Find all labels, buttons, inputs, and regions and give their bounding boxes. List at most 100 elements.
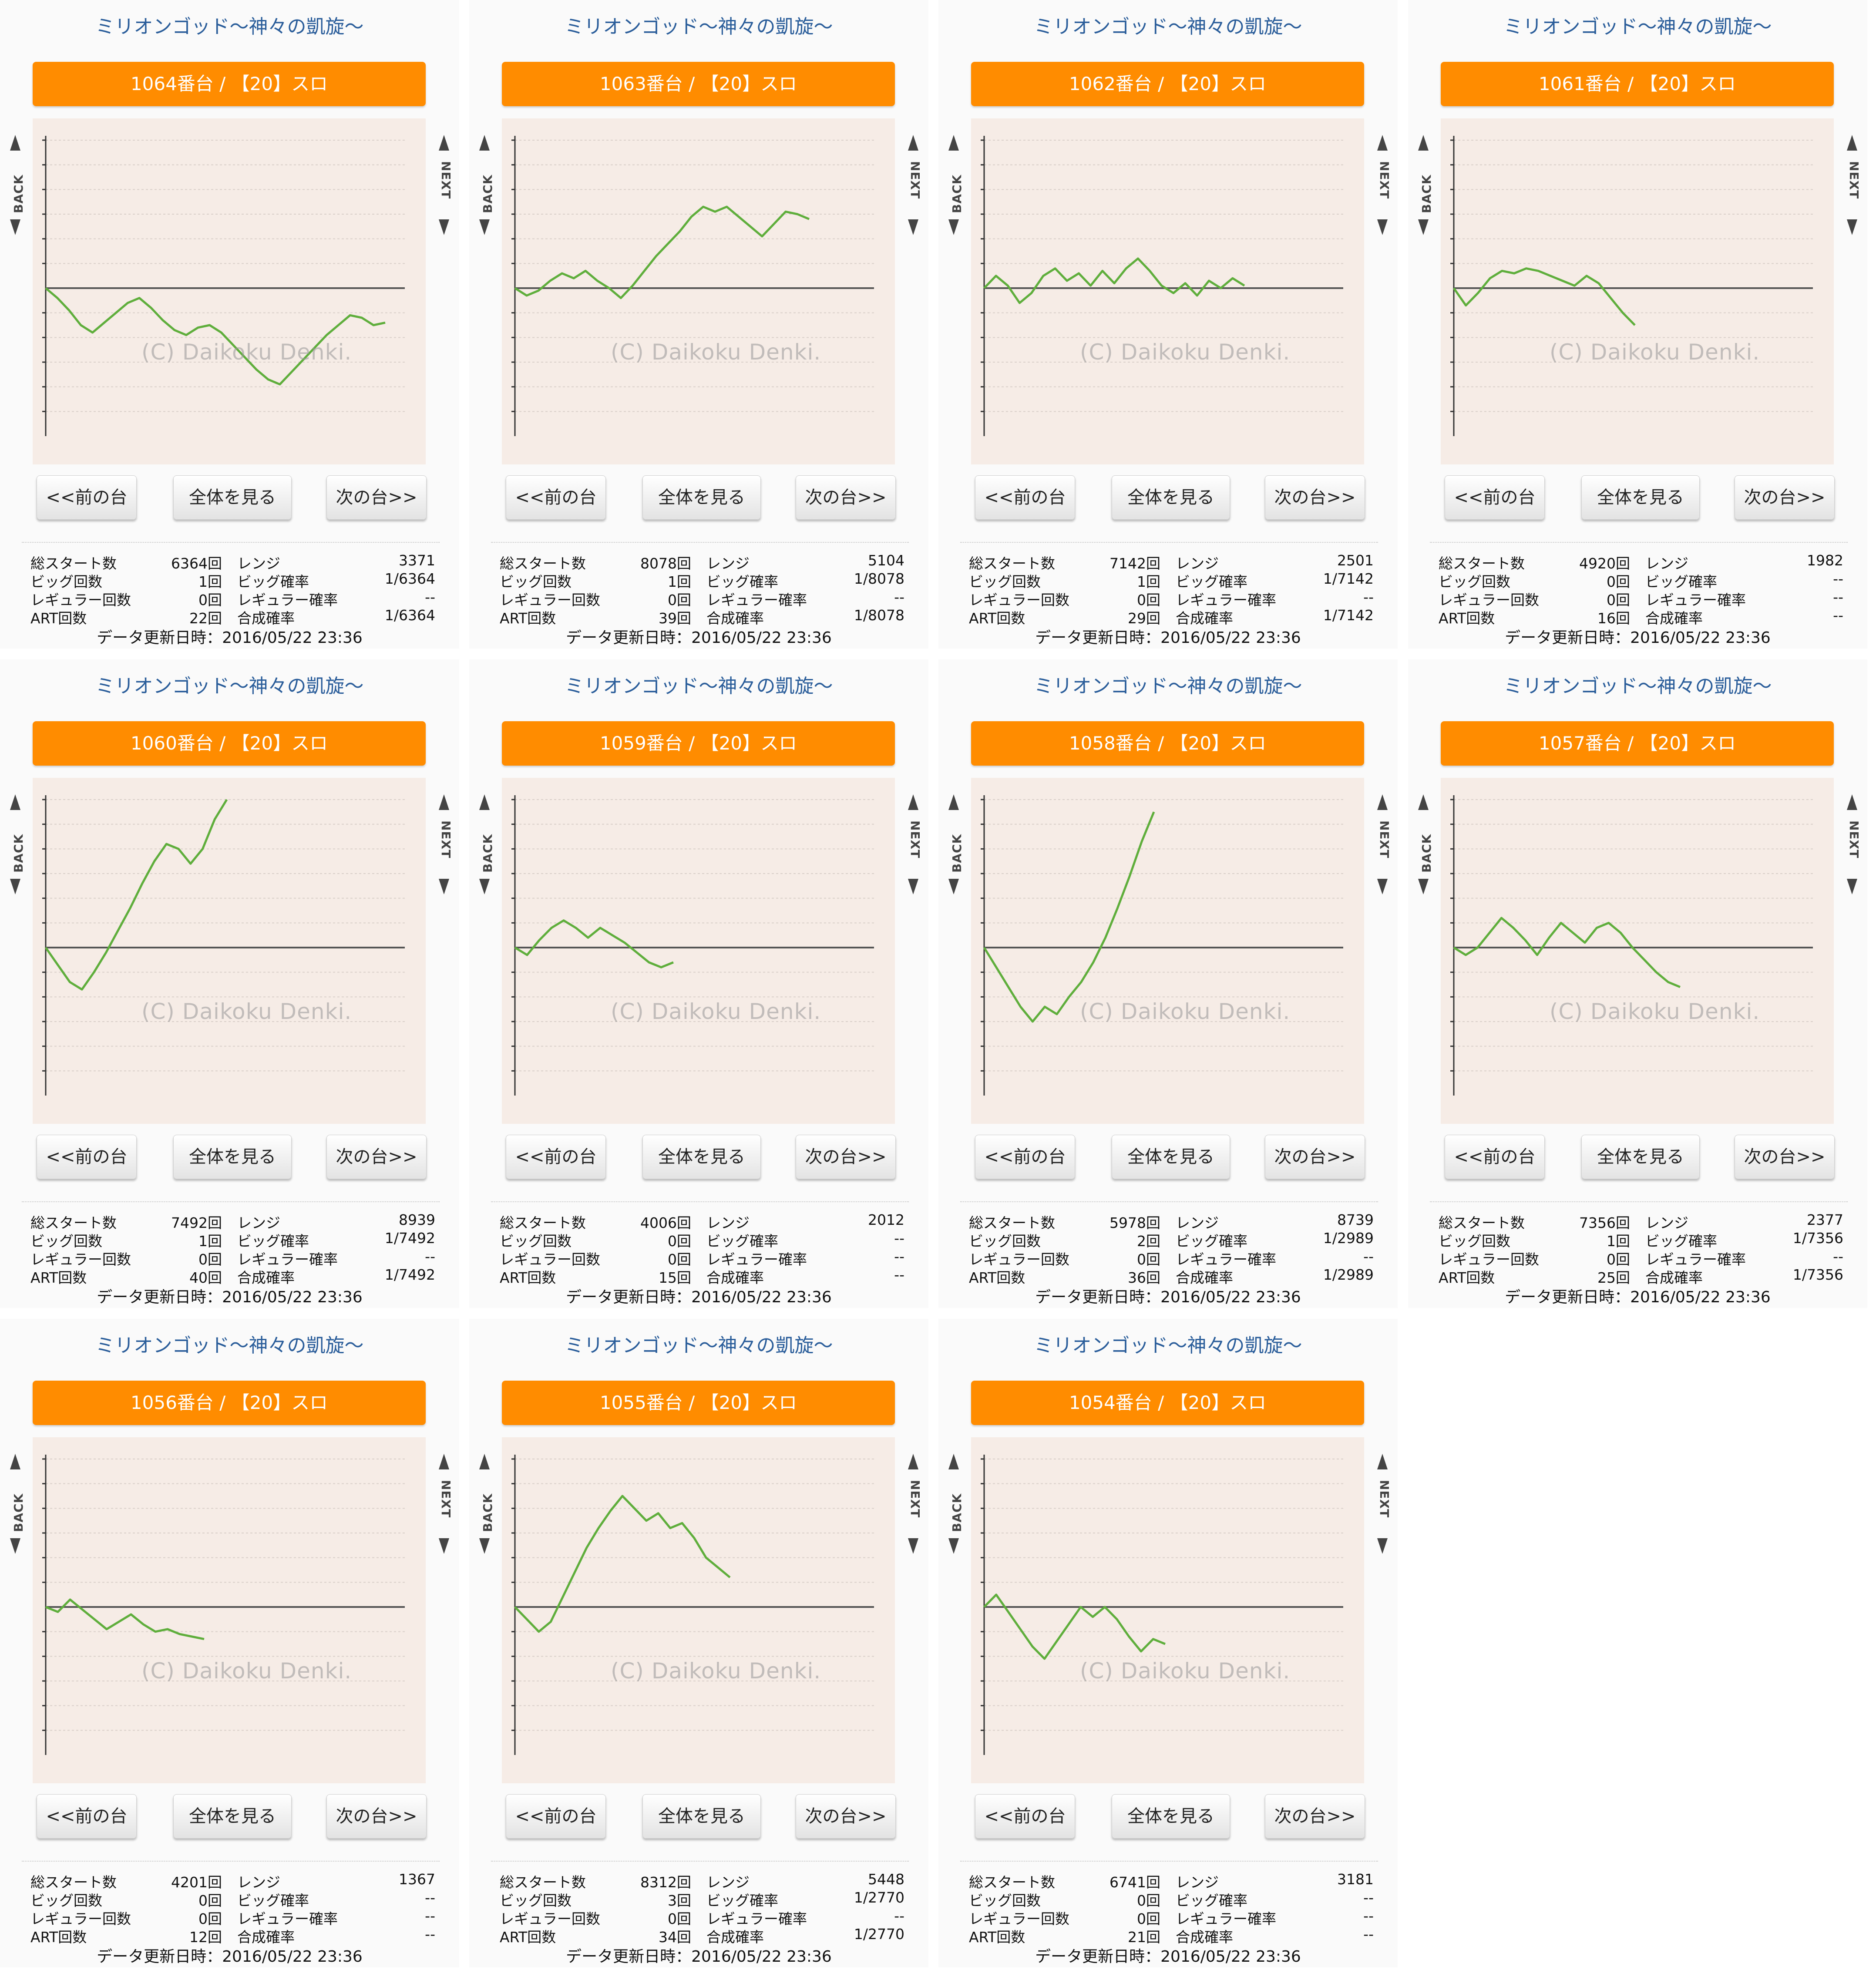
back-nav[interactable]: BACK bbox=[8, 1454, 26, 1554]
next-machine-button[interactable]: 次の台>> bbox=[1735, 1135, 1835, 1179]
stat-label: レギュラー回数 bbox=[500, 1910, 600, 1927]
machine-title[interactable]: ミリオンゴッド～神々の凱旋～ bbox=[565, 16, 833, 38]
stat-value: 1/7356 bbox=[1792, 1230, 1843, 1247]
stat-label: レギュラー回数 bbox=[969, 1910, 1069, 1927]
prev-machine-button[interactable]: <<前の台 bbox=[37, 475, 137, 520]
view-all-button[interactable]: 全体を見る bbox=[173, 1135, 292, 1179]
next-nav[interactable]: NEXT bbox=[906, 1454, 922, 1554]
stats-row: レギュラー回数 0回 レギュラー確率 -- bbox=[938, 1248, 1398, 1268]
next-nav[interactable]: NEXT bbox=[437, 135, 453, 235]
next-nav[interactable]: NEXT bbox=[906, 794, 922, 894]
next-nav[interactable]: NEXT bbox=[437, 794, 453, 894]
machine-title[interactable]: ミリオンゴッド～神々の凱旋～ bbox=[95, 16, 364, 38]
machine-title[interactable]: ミリオンゴッド～神々の凱旋～ bbox=[565, 675, 833, 697]
stat-value: 1/2770 bbox=[854, 1926, 904, 1943]
prev-machine-button[interactable]: <<前の台 bbox=[975, 1794, 1075, 1839]
machine-title[interactable]: ミリオンゴッド～神々の凱旋～ bbox=[95, 675, 364, 697]
stat-label: 合成確率 bbox=[1645, 610, 1703, 627]
stats-row: ビッグ回数 1回 ビッグ確率 1/7142 bbox=[938, 570, 1398, 590]
prev-machine-button[interactable]: <<前の台 bbox=[1445, 475, 1545, 520]
slump-graph: (C) Daikoku Denki. bbox=[33, 778, 426, 1124]
stat-label: レギュラー確率 bbox=[237, 1910, 338, 1927]
next-machine-button[interactable]: 次の台>> bbox=[796, 1135, 896, 1179]
machine-title[interactable]: ミリオンゴッド～神々の凱旋～ bbox=[1034, 675, 1302, 697]
stats-row: ビッグ回数 0回 ビッグ確率 -- bbox=[0, 1889, 459, 1909]
next-machine-button[interactable]: 次の台>> bbox=[796, 1794, 896, 1839]
stats-row: ART回数 36回 合成確率 1/2989 bbox=[938, 1266, 1398, 1286]
prev-machine-button[interactable]: <<前の台 bbox=[506, 475, 606, 520]
prev-machine-button[interactable]: <<前の台 bbox=[975, 475, 1075, 520]
prev-machine-button[interactable]: <<前の台 bbox=[506, 1794, 606, 1839]
update-timestamp: データ更新日時：2016/05/22 23:36 bbox=[97, 629, 363, 647]
graph-svg bbox=[511, 795, 874, 1096]
prev-machine-button[interactable]: <<前の台 bbox=[37, 1135, 137, 1179]
next-machine-button[interactable]: 次の台>> bbox=[326, 1135, 427, 1179]
stats-row: 総スタート数 4006回 レンジ 2012 bbox=[469, 1211, 928, 1231]
next-nav[interactable]: NEXT bbox=[1845, 135, 1861, 235]
next-machine-button[interactable]: 次の台>> bbox=[326, 1794, 427, 1839]
back-nav[interactable]: BACK bbox=[1416, 794, 1434, 894]
view-all-button[interactable]: 全体を見る bbox=[1112, 1135, 1230, 1179]
prev-machine-button[interactable]: <<前の台 bbox=[975, 1135, 1075, 1179]
view-all-button[interactable]: 全体を見る bbox=[1112, 475, 1230, 520]
back-nav[interactable]: BACK bbox=[477, 1454, 495, 1554]
view-all-button[interactable]: 全体を見る bbox=[1581, 1135, 1700, 1179]
back-nav[interactable]: BACK bbox=[477, 135, 495, 235]
back-nav[interactable]: BACK bbox=[8, 135, 26, 235]
back-nav[interactable]: BACK bbox=[946, 794, 964, 894]
next-machine-button[interactable]: 次の台>> bbox=[326, 475, 427, 520]
view-all-button[interactable]: 全体を見る bbox=[1581, 475, 1700, 520]
stat-value: 1/6364 bbox=[384, 570, 435, 587]
stat-label: レギュラー確率 bbox=[1176, 592, 1276, 608]
machine-title[interactable]: ミリオンゴッド～神々の凱旋～ bbox=[95, 1335, 364, 1357]
prev-machine-button[interactable]: <<前の台 bbox=[37, 1794, 137, 1839]
divider bbox=[491, 1201, 909, 1202]
stat-label: 総スタート数 bbox=[1439, 1214, 1525, 1231]
prev-machine-button[interactable]: <<前の台 bbox=[506, 1135, 606, 1179]
view-all-button[interactable]: 全体を見る bbox=[1112, 1794, 1230, 1839]
next-machine-button[interactable]: 次の台>> bbox=[1735, 475, 1835, 520]
view-all-button[interactable]: 全体を見る bbox=[173, 475, 292, 520]
back-nav[interactable]: BACK bbox=[946, 135, 964, 235]
divider bbox=[960, 1861, 1378, 1862]
view-all-button[interactable]: 全体を見る bbox=[642, 1794, 761, 1839]
stat-value: 22回 bbox=[189, 610, 222, 627]
slump-graph: (C) Daikoku Denki. bbox=[502, 778, 895, 1124]
view-all-button[interactable]: 全体を見る bbox=[642, 475, 761, 520]
prev-machine-button[interactable]: <<前の台 bbox=[1445, 1135, 1545, 1179]
machine-title[interactable]: ミリオンゴッド～神々の凱旋～ bbox=[1503, 16, 1772, 38]
stat-label: レギュラー回数 bbox=[500, 592, 600, 608]
stat-label: 合成確率 bbox=[1176, 1269, 1233, 1286]
view-all-button[interactable]: 全体を見る bbox=[642, 1135, 761, 1179]
view-all-button[interactable]: 全体を見る bbox=[173, 1794, 292, 1839]
next-nav[interactable]: NEXT bbox=[906, 135, 922, 235]
machine-header: 1059番台 / 【20】スロ bbox=[502, 721, 895, 766]
machine-title[interactable]: ミリオンゴッド～神々の凱旋～ bbox=[1034, 16, 1302, 38]
back-up-arrow-icon bbox=[948, 1454, 959, 1469]
back-nav[interactable]: BACK bbox=[946, 1454, 964, 1554]
next-nav[interactable]: NEXT bbox=[1375, 135, 1392, 235]
machine-title[interactable]: ミリオンゴッド～神々の凱旋～ bbox=[1034, 1335, 1302, 1357]
machine-header: 1064番台 / 【20】スロ bbox=[33, 62, 426, 106]
stats-row: 総スタート数 8078回 レンジ 5104 bbox=[469, 552, 928, 572]
next-machine-button[interactable]: 次の台>> bbox=[1265, 1794, 1365, 1839]
back-nav[interactable]: BACK bbox=[8, 794, 26, 894]
stat-value: 4006回 bbox=[640, 1214, 691, 1231]
slump-graph: (C) Daikoku Denki. bbox=[33, 118, 426, 464]
stat-label: ビッグ確率 bbox=[237, 1892, 309, 1909]
next-nav[interactable]: NEXT bbox=[1845, 794, 1861, 894]
next-nav[interactable]: NEXT bbox=[1375, 1454, 1392, 1554]
next-nav[interactable]: NEXT bbox=[437, 1454, 453, 1554]
next-machine-button[interactable]: 次の台>> bbox=[796, 475, 896, 520]
stat-label: ART回数 bbox=[30, 610, 87, 627]
graph-svg bbox=[42, 136, 405, 436]
stat-label: 総スタート数 bbox=[30, 1214, 117, 1231]
next-machine-button[interactable]: 次の台>> bbox=[1265, 475, 1365, 520]
machine-title[interactable]: ミリオンゴッド～神々の凱旋～ bbox=[565, 1335, 833, 1357]
stat-value: -- bbox=[425, 1907, 435, 1924]
machine-title[interactable]: ミリオンゴッド～神々の凱旋～ bbox=[1503, 675, 1772, 697]
next-machine-button[interactable]: 次の台>> bbox=[1265, 1135, 1365, 1179]
back-nav[interactable]: BACK bbox=[1416, 135, 1434, 235]
back-nav[interactable]: BACK bbox=[477, 794, 495, 894]
next-nav[interactable]: NEXT bbox=[1375, 794, 1392, 894]
